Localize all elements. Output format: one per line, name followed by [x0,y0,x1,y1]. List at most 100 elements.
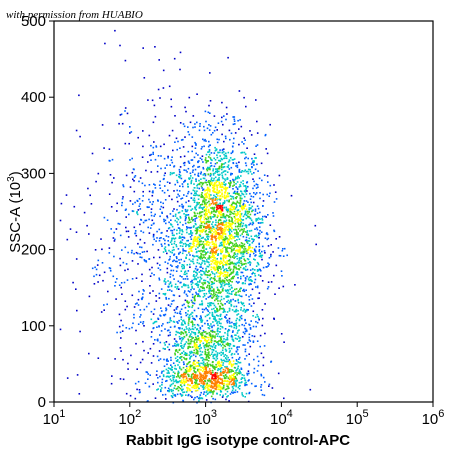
event-dot [195,344,198,346]
event-dot [226,358,228,361]
event-dot [160,288,163,290]
event-dot [221,148,224,151]
event-dot [257,217,260,219]
event-dot [244,277,247,279]
event-dot [191,304,194,307]
event-dot [256,212,259,214]
event-dot [206,344,208,347]
event-dot [236,346,239,348]
event-dot [218,211,221,213]
event-dot [164,172,166,174]
event-dot [206,341,209,343]
event-dot [159,97,161,99]
event-dot [242,193,244,196]
event-dot [200,266,202,268]
event-dot [205,243,208,245]
event-dot [249,168,251,171]
event-dot [214,257,216,259]
event-dot [223,382,225,385]
event-dot [257,186,259,188]
event-dot [135,277,138,279]
event-dot [241,246,243,249]
event-dot [145,169,147,172]
event-dot [257,232,260,234]
event-dot [184,306,187,309]
event-dot [147,206,149,209]
event-dot [245,187,248,190]
event-dot [219,339,221,342]
event-dot [231,262,233,265]
event-dot [197,295,199,297]
event-dot [258,226,261,228]
event-dot [215,266,218,269]
event-dot [122,185,125,188]
event-dot [203,294,206,297]
event-dot [219,286,222,288]
event-dot [161,384,163,386]
event-dot [181,252,184,255]
event-dot [204,226,206,228]
event-dot [255,218,257,220]
event-dot [196,255,199,257]
event-dot [139,321,142,323]
event-dot [178,211,181,214]
event-dot [209,325,211,327]
event-dot [233,158,236,160]
event-dot [211,326,213,329]
event-dot [200,249,202,252]
event-dot [190,283,193,286]
event-dot [208,228,210,230]
event-dot [247,233,249,236]
event-dot [150,211,153,214]
event-dot [212,174,215,176]
event-dot [221,223,223,225]
event-dot [240,222,242,225]
event-dot [253,358,255,361]
event-dot [220,317,223,320]
event-dot [221,244,223,247]
event-dot [226,171,229,173]
event-dot [198,187,201,190]
event-dot [213,318,216,320]
event-dot [171,229,174,232]
event-dot [228,308,231,310]
event-dot [223,238,226,240]
event-dot [255,220,257,222]
event-dot [126,112,129,115]
event-dot [211,271,213,273]
event-dot [217,173,219,176]
event-dot [197,203,199,205]
event-dot [195,265,198,268]
event-dot [152,222,155,225]
event-dot [224,283,226,286]
event-dot [211,308,213,311]
event-dot [103,304,105,306]
event-dot [196,345,198,348]
event-dot [225,209,228,212]
event-dot [205,384,208,386]
event-dot [229,280,232,282]
event-dot [189,352,192,355]
event-dot [170,269,172,272]
event-dot [235,272,238,274]
event-dot [208,284,211,287]
event-dot [249,327,252,329]
event-dot [227,356,229,359]
event-dot [207,166,209,169]
event-dot [158,59,160,61]
event-dot [212,252,215,254]
event-dot [158,359,160,362]
event-dot [199,125,201,127]
event-dot [264,332,266,335]
event-dot [200,193,203,196]
event-dot [229,236,232,239]
event-dot [207,324,209,326]
event-dot [205,179,208,182]
event-dot [220,354,222,356]
event-dot [189,177,191,179]
event-dot [222,335,225,338]
event-dot [222,287,224,290]
event-dot [171,366,173,368]
event-dot [209,278,212,280]
event-dot [216,229,219,231]
